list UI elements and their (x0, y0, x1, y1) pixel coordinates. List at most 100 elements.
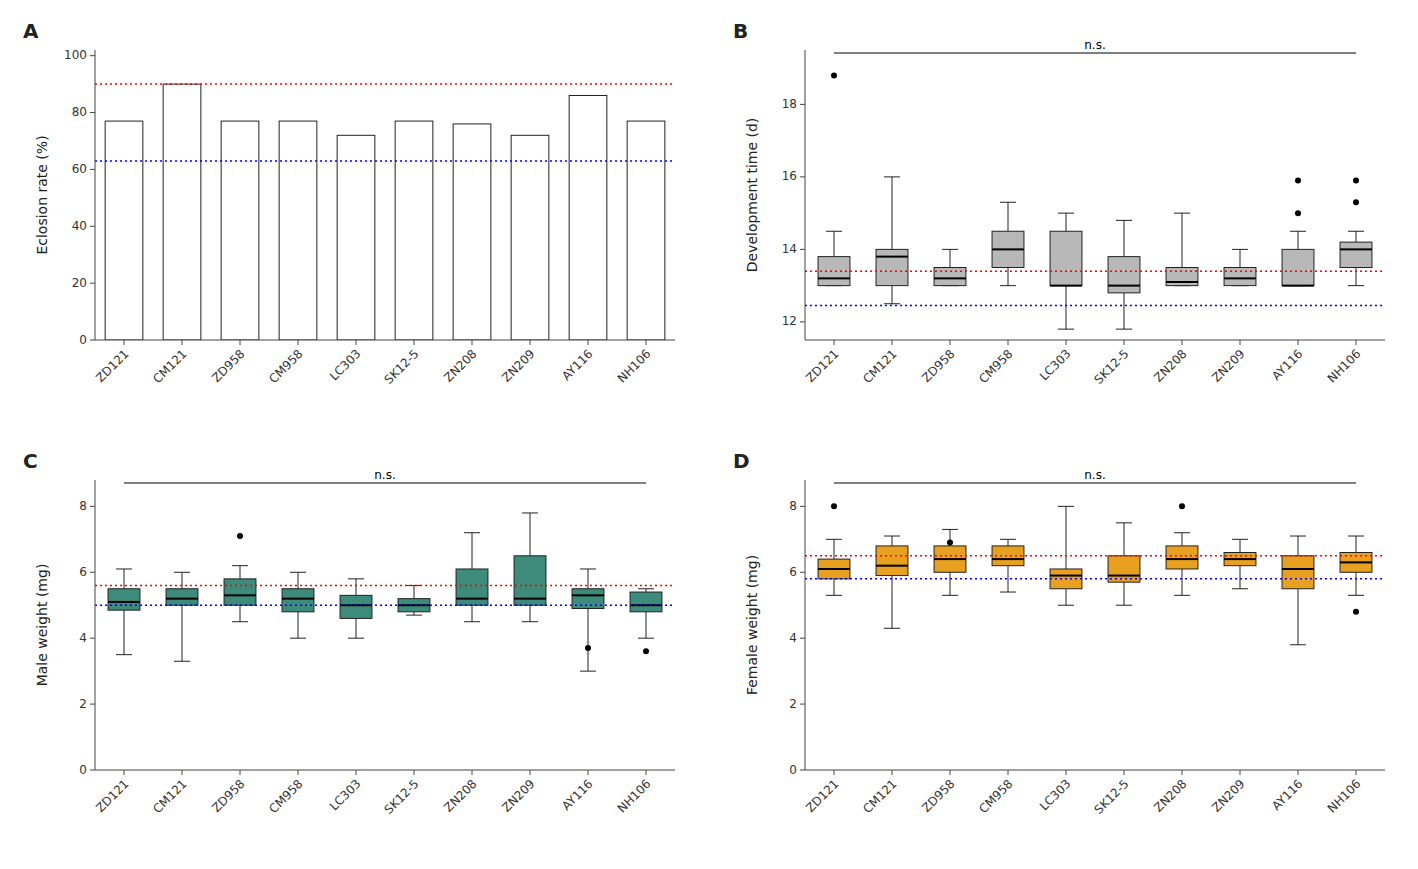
y-tick (800, 506, 805, 507)
y-tick (800, 572, 805, 573)
x-tick-label: ZD958 (919, 777, 957, 815)
x-tick (414, 340, 415, 345)
whisker-high (950, 249, 951, 267)
x-tick-label: ZN209 (499, 347, 537, 385)
whisker-low (646, 612, 647, 638)
y-tick-label: 14 (782, 242, 797, 256)
whisker-high (530, 513, 531, 556)
cap-low (1000, 592, 1016, 593)
annotation: n.s. (1084, 468, 1106, 482)
x-tick-label: AY116 (559, 347, 595, 383)
x-tick-label: ZN208 (1151, 347, 1189, 385)
reference-line (95, 604, 675, 606)
reference-line (95, 83, 675, 85)
x-tick (1066, 770, 1067, 775)
reference-line (95, 160, 675, 162)
x-tick-label: CM121 (860, 777, 899, 816)
y-tick-label: 60 (72, 162, 87, 176)
whisker-high (1066, 506, 1067, 569)
x-tick (1066, 340, 1067, 345)
reference-line (95, 585, 675, 587)
median (1166, 281, 1198, 283)
cap-high (522, 512, 538, 513)
cap-high (174, 572, 190, 573)
y-tick-label: 20 (72, 276, 87, 290)
cap-low (580, 671, 596, 672)
y-tick (90, 112, 95, 113)
whisker-low (834, 579, 835, 595)
y-tick (90, 770, 95, 771)
annotation: n.s. (374, 468, 396, 482)
whisker-low (1008, 268, 1009, 286)
box (1224, 553, 1256, 566)
cap-high (580, 568, 596, 569)
whisker-low (1356, 268, 1357, 286)
x-tick (240, 340, 241, 345)
whisker-high (834, 539, 835, 559)
x-tick-label: ZD958 (919, 347, 957, 385)
x-tick (950, 770, 951, 775)
y-tick (800, 321, 805, 322)
panel: C02468Male weight (mg)ZD121CM121ZD958CM9… (23, 449, 675, 817)
y-tick-label: 8 (79, 499, 87, 513)
whisker-high (182, 572, 183, 588)
whisker-high (892, 536, 893, 546)
cap-low (348, 638, 364, 639)
whisker-low (298, 612, 299, 638)
box (514, 556, 546, 605)
cap-high (1174, 213, 1190, 214)
panel: A020406080100Eclosion rate (%)ZD121CM121… (23, 19, 675, 387)
cap-high (1116, 522, 1132, 523)
cap-high (348, 578, 364, 579)
reference-line (805, 578, 1385, 580)
x-tick-label: CM121 (860, 347, 899, 386)
x-tick (298, 340, 299, 345)
box (456, 569, 488, 605)
whisker-high (1066, 213, 1067, 231)
panel-title: B (733, 19, 748, 43)
bar (511, 135, 549, 340)
whisker-low (356, 618, 357, 638)
box (876, 546, 908, 576)
bar (105, 121, 143, 340)
whisker-high (1124, 523, 1125, 556)
panel-title: C (23, 449, 38, 473)
annotation-bar (834, 483, 1356, 484)
x-tick (182, 340, 183, 345)
box (1050, 231, 1082, 285)
x-tick-label: AY116 (559, 777, 595, 813)
x-tick-label: NH106 (615, 347, 654, 386)
x-tick-label: CM121 (150, 347, 189, 386)
whisker-high (834, 231, 835, 256)
y-axis-line (805, 50, 806, 340)
whisker-low (240, 605, 241, 621)
x-tick (588, 340, 589, 345)
cap-low (116, 654, 132, 655)
cap-low (232, 621, 248, 622)
whisker-low (1124, 582, 1125, 605)
cap-high (290, 572, 306, 573)
cap-low (1058, 329, 1074, 330)
y-tick (90, 283, 95, 284)
y-tick-label: 2 (79, 697, 87, 711)
whisker-high (414, 585, 415, 598)
median (992, 558, 1024, 560)
median (934, 558, 966, 560)
cap-low (942, 595, 958, 596)
cap-low (884, 303, 900, 304)
y-axis-line (95, 50, 96, 340)
box (1166, 546, 1198, 569)
box (224, 579, 256, 605)
whisker-low (1182, 569, 1183, 595)
whisker-low (182, 605, 183, 661)
cap-high (1290, 536, 1306, 537)
whisker-high (298, 572, 299, 588)
whisker-high (1298, 536, 1299, 556)
y-tick-label: 6 (79, 565, 87, 579)
x-tick (530, 340, 531, 345)
median (1050, 575, 1082, 577)
x-tick-label: ZD121 (803, 347, 841, 385)
x-tick (588, 770, 589, 775)
cap-low (1348, 285, 1364, 286)
whisker-high (1182, 213, 1183, 267)
